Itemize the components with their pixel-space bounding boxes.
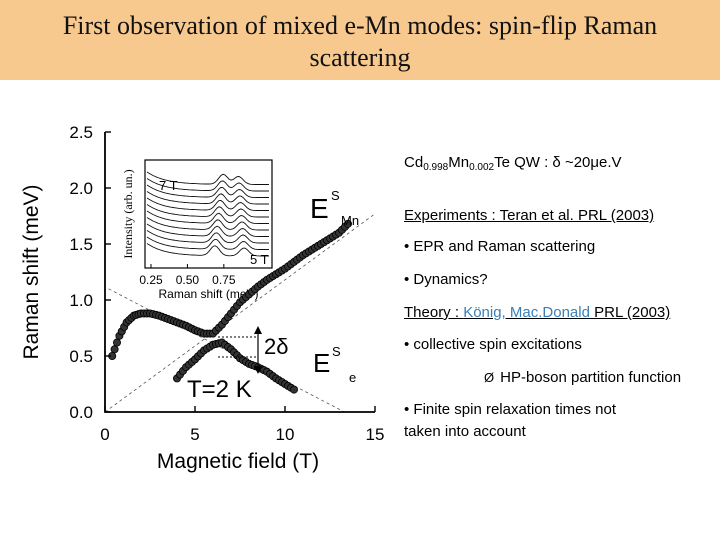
- inset-x-tick-label: 0.25: [139, 273, 163, 287]
- inset-x-axis-title: Raman shift (meV): [158, 287, 258, 301]
- inset-spectrum-curve: [146, 217, 269, 231]
- inset-spectrum-curve: [146, 178, 269, 192]
- y-tick-label: 2.0: [69, 179, 93, 198]
- lower-branch-label: E: [313, 348, 330, 378]
- sample-prefix: Cd: [404, 154, 424, 171]
- data-point-series-0: [113, 338, 122, 347]
- sample-sub2: 0.002: [469, 162, 495, 173]
- inset-bottom-label: 5 T: [250, 252, 269, 267]
- x-tick-label: 10: [276, 425, 295, 444]
- experiments-label: Experiments : Teran et al. PRL (2003): [404, 207, 655, 224]
- slide-title-line1: First observation of mixed e-Mn modes: s…: [62, 11, 658, 40]
- inset-spectrum-curve: [146, 236, 269, 250]
- bullet-relaxation-line1: • Finite spin relaxation times not: [404, 401, 617, 418]
- inset-spectrum-curve: [146, 197, 269, 211]
- y-tick-label: 0.5: [69, 347, 93, 366]
- arrow-bullet-icon: Ø: [484, 370, 495, 385]
- x-axis-title: Magnetic field (T): [157, 450, 319, 473]
- lower-branch-sub: e: [349, 370, 356, 385]
- inset-spectrum-curve: [146, 210, 269, 224]
- temperature-label: T=2 K: [187, 376, 252, 403]
- inset-spectrum-curve: [146, 204, 269, 218]
- inset-frame: [144, 159, 273, 269]
- upper-branch-sup: S: [331, 188, 340, 203]
- bullet-relaxation-line2: taken into account: [404, 423, 526, 440]
- slide-title-bar: First observation of mixed e-Mn modes: s…: [0, 0, 720, 80]
- bullet-epr-raman: • EPR and Raman scattering: [404, 238, 596, 255]
- inset-spectrum-curve: [146, 171, 269, 185]
- inset-spectrum-curve: [146, 191, 269, 205]
- theory-authors-link[interactable]: König, Mac.Donald: [463, 304, 590, 321]
- x-tick-label: 0: [100, 425, 109, 444]
- guide-line-0: [104, 213, 376, 413]
- y-tick-label: 2.5: [69, 123, 93, 142]
- gap-label: 2δ: [264, 334, 288, 359]
- inset-x-tick-label: 0.50: [176, 273, 200, 287]
- inset-spectrum-curve: [146, 243, 269, 257]
- data-point-series-0: [110, 345, 119, 354]
- sample-line: Cd0.998Mn0.002Te QW : δ ~20μe.V: [404, 154, 622, 173]
- bullet-collective: • collective spin excitations: [404, 336, 582, 353]
- inset-y-axis-title: Intensity (arb. un.): [121, 169, 135, 258]
- y-tick-label: 1.0: [69, 291, 93, 310]
- slide-title-line2: scattering: [309, 43, 411, 72]
- sub-bullet-text: HP-boson partition function: [500, 369, 682, 386]
- x-tick-label: 5: [190, 425, 199, 444]
- y-tick-label: 0.0: [69, 403, 93, 422]
- upper-branch-label: E: [310, 193, 329, 224]
- inset-spectrum-curve: [146, 230, 269, 244]
- theory-ref: PRL (2003): [589, 304, 671, 321]
- bullet-dynamics: • Dynamics?: [404, 271, 488, 288]
- inset-spectrum-curve: [146, 184, 269, 198]
- inset-spectrum-curve: [146, 223, 269, 237]
- y-axis-title: Raman shift (meV): [20, 184, 43, 359]
- sample-suffix: Te QW : δ ~20μe.V: [494, 154, 622, 171]
- sample-sub1: 0.998: [423, 162, 449, 173]
- gap-arrow-head-top: [254, 326, 262, 334]
- theory-prefix: Theory :: [404, 304, 464, 321]
- y-tick-label: 1.5: [69, 235, 93, 254]
- inset-x-tick-label: 0.75: [212, 273, 236, 287]
- upper-branch-sub: Mn: [341, 213, 359, 228]
- data-point-series-0: [343, 219, 352, 228]
- sub-bullet-hp-boson: Ø HP-boson partition function: [484, 369, 681, 386]
- x-tick-label: 15: [366, 425, 385, 444]
- lower-branch-sup: S: [332, 344, 341, 359]
- inset-top-label: 7 T: [159, 178, 178, 193]
- data-point-series-1: [289, 385, 298, 394]
- sample-mid: Mn: [448, 154, 470, 171]
- gap-arrow-head-bottom: [254, 366, 262, 374]
- theory-line: Theory : König, Mac.Donald PRL (2003): [404, 304, 670, 321]
